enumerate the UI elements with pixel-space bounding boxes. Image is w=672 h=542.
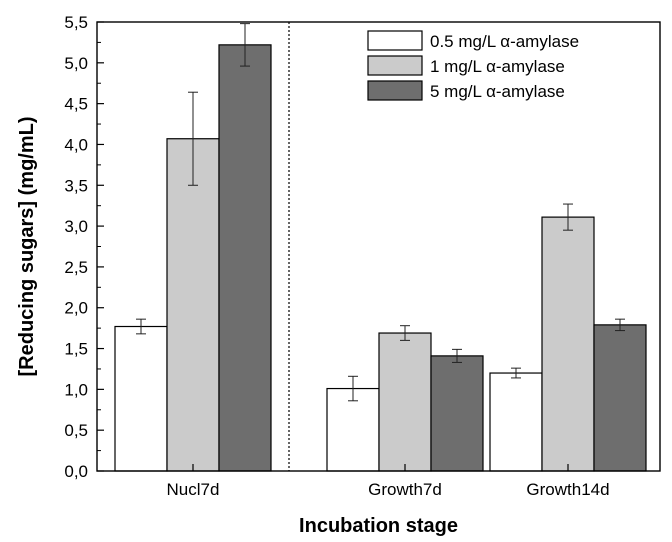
x-axis-title: Incubation stage — [299, 515, 458, 537]
legend-label: 1 mg/L α-amylase — [430, 57, 565, 76]
bar — [166, 138, 220, 472]
bars-layer — [114, 44, 647, 472]
x-tick-label: Growth7d — [368, 480, 442, 499]
bar — [326, 387, 380, 472]
legend-label: 5 mg/L α-amylase — [430, 82, 565, 101]
bar — [489, 372, 543, 472]
y-axis-title: [Reducing sugars] (mg/mL) — [16, 116, 38, 376]
y-tick-label: 0,5 — [64, 421, 88, 440]
legend: 0.5 mg/L α-amylase 1 mg/L α-amylase 5 mg/L… — [367, 30, 579, 101]
y-tick-label: 1,0 — [64, 380, 88, 399]
y-tick-label: 2,0 — [64, 299, 88, 318]
error-bars-layer — [136, 23, 625, 402]
bar — [593, 324, 647, 472]
legend-label: 0.5 mg/L α-amylase — [430, 32, 579, 51]
bar — [541, 216, 595, 472]
legend-swatch — [367, 55, 423, 76]
y-tick-label: 5,5 — [64, 13, 88, 32]
bar — [218, 44, 272, 472]
legend-swatch — [367, 30, 423, 51]
y-tick-label: 2,5 — [64, 258, 88, 277]
bar — [378, 332, 432, 472]
bar — [114, 325, 168, 472]
y-tick-label: 4,5 — [64, 95, 88, 114]
bar — [430, 355, 484, 472]
y-tick-label: 5,0 — [64, 54, 88, 73]
y-tick-label: 1,5 — [64, 340, 88, 359]
x-tick-label: Nucl7d — [167, 480, 220, 499]
y-tick-label: 3,0 — [64, 217, 88, 236]
y-tick-label: 4,0 — [64, 135, 88, 154]
x-tick-label: Growth14d — [526, 480, 609, 499]
y-tick-label: 3,5 — [64, 176, 88, 195]
y-tick-label: 0,0 — [64, 462, 88, 481]
x-axis: Nucl7d Growth7d Growth14d — [167, 464, 610, 499]
legend-swatch — [367, 80, 423, 101]
y-axis: 0,0 0,5 1,0 1,5 2,0 2,5 3,0 3,5 4,0 4,5 5,0 5,5 — [64, 13, 104, 481]
